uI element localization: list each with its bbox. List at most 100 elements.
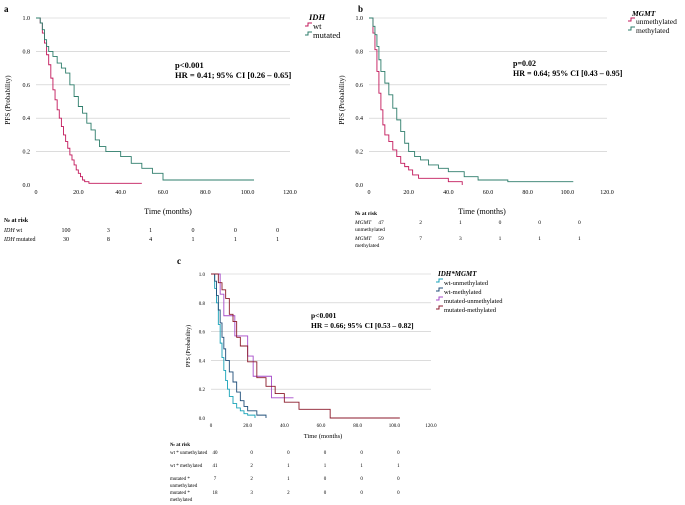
stat-annotation: HR = 0.41; 95% CI [0.26 – 0.65]	[175, 70, 291, 80]
risk-count: 1	[538, 236, 541, 242]
risk-count: 47	[378, 220, 384, 226]
series-line-methylated	[369, 17, 574, 183]
y-tick-label: 0.6	[23, 83, 31, 89]
risk-count: 0	[499, 220, 502, 226]
series-line-wt	[36, 17, 142, 184]
x-tick-label: 40.0	[115, 190, 126, 196]
risk-count: 1	[397, 464, 400, 469]
x-tick-label: 80.0	[522, 190, 533, 196]
risk-count: 0	[324, 491, 327, 496]
risk-count: 1	[578, 236, 581, 242]
y-axis-title: PFS (Probability)	[185, 325, 192, 367]
y-tick-label: 0.6	[199, 331, 206, 336]
legend-title: IDH	[308, 12, 325, 22]
x-tick-label: 120.0	[425, 424, 437, 429]
risk-row-label: MGMT	[354, 220, 372, 226]
risk-row-label: mutated *	[170, 477, 190, 482]
legend-entry: wt-unmethylated	[444, 280, 489, 287]
chart-panel-c: c 0.0 0.2 0.4 0.6 0.8 1.0 0 20.0 40.0 60.0 80.0 100.…	[170, 256, 503, 503]
x-tick-label: 80.0	[200, 190, 211, 196]
y-tick-label: 0.8	[199, 302, 206, 307]
y-tick-label: 0.2	[356, 150, 364, 156]
legend-swatch	[436, 278, 443, 283]
risk-count: 0	[234, 228, 237, 234]
risk-count: 3	[459, 236, 462, 242]
series-line-wt-methylated	[211, 273, 267, 418]
risk-row-sublabel: unmethylated	[170, 484, 198, 489]
series-line-unmethylated	[369, 17, 463, 185]
x-axis-title: Time (months)	[304, 433, 343, 440]
risk-count: 0	[360, 477, 363, 482]
x-tick-label: 120.0	[600, 190, 614, 196]
risk-row-sublabel: methylated	[170, 498, 193, 503]
series-line-mutated-methylated	[211, 273, 400, 419]
risk-count: 7	[419, 236, 422, 242]
risk-row-sublabel: unmethylated	[355, 227, 385, 233]
x-tick-label: 80.0	[353, 424, 362, 429]
risk-count: 0	[397, 477, 400, 482]
y-tick-label: 1.0	[23, 16, 31, 22]
y-tick-label: 0.4	[23, 116, 31, 122]
x-tick-label: 60.0	[483, 190, 494, 196]
risk-row-label: MGMT	[354, 236, 372, 242]
risk-count: 2	[250, 464, 253, 469]
risk-count: 0	[324, 477, 327, 482]
risk-count: 0	[397, 491, 400, 496]
risk-count: 3	[250, 491, 253, 496]
legend-entry: wt	[313, 21, 322, 31]
risk-count: 4	[149, 237, 152, 243]
stat-annotation: p=0.02	[513, 59, 536, 68]
risk-table-title: № at risk	[4, 218, 29, 224]
chart-panel-a: a 0.0 0.2 0.4 0.6 0.8 1.0 0 20.0 40.0 60.0 80.0 100.…	[3, 4, 341, 243]
risk-count: 1	[499, 236, 502, 242]
legend-swatch	[436, 287, 443, 292]
x-tick-label: 20.0	[403, 190, 414, 196]
y-axis-title: PFS (Probability)	[338, 75, 346, 125]
risk-count: 8	[107, 237, 110, 243]
x-axis-title: Time (months)	[458, 207, 506, 216]
risk-count: 30	[63, 237, 69, 243]
legend-entry: mutated-methylated	[444, 307, 497, 314]
risk-count: 1	[276, 237, 279, 243]
risk-count: 3	[107, 228, 110, 234]
panel-label: c	[177, 256, 181, 266]
panel-label: a	[4, 4, 9, 14]
risk-table-title: № at risk	[170, 442, 190, 448]
y-tick-label: 0.8	[23, 49, 31, 55]
risk-row-sublabel: methylated	[355, 243, 380, 249]
x-tick-label: 100.0	[389, 424, 401, 429]
risk-row-label: mutated *	[170, 491, 190, 496]
risk-count: 2	[287, 491, 290, 496]
series-line-mutated	[36, 17, 255, 181]
x-tick-label: 40.0	[280, 424, 289, 429]
risk-count: 0	[397, 451, 400, 456]
legend-title: MGMT	[631, 9, 656, 18]
stat-annotation: p<0.001	[175, 60, 204, 70]
risk-count: 1	[360, 464, 363, 469]
y-tick-label: 0.0	[356, 183, 364, 189]
panel-label: b	[358, 4, 363, 14]
legend-swatch	[436, 305, 443, 310]
x-tick-label: 100.0	[241, 190, 255, 196]
risk-count: 7	[214, 477, 217, 482]
risk-row-label: IDH wt	[3, 228, 23, 234]
risk-count: 0	[192, 228, 195, 234]
x-tick-label: 40.0	[443, 190, 454, 196]
risk-row-label: IDH mutated	[3, 237, 36, 243]
risk-count: 0	[324, 451, 327, 456]
y-tick-label: 0.4	[199, 359, 206, 364]
risk-count: 0	[250, 451, 253, 456]
legend-entry: unmethylated	[636, 17, 677, 26]
x-tick-label: 0	[210, 424, 213, 429]
risk-count: 1	[287, 464, 290, 469]
legend-swatch	[628, 17, 635, 22]
y-axis-title: PFS (Probability)	[4, 75, 12, 125]
x-tick-label: 20.0	[73, 190, 84, 196]
x-tick-label: 0	[368, 190, 371, 196]
risk-count: 0	[287, 451, 290, 456]
legend-entry: mutated	[313, 30, 341, 40]
risk-row-label: wt * unmethylated	[170, 451, 208, 456]
x-axis-title: Time (months)	[144, 207, 192, 216]
risk-count: 2	[250, 477, 253, 482]
stat-annotation: p<0.001	[311, 311, 337, 320]
